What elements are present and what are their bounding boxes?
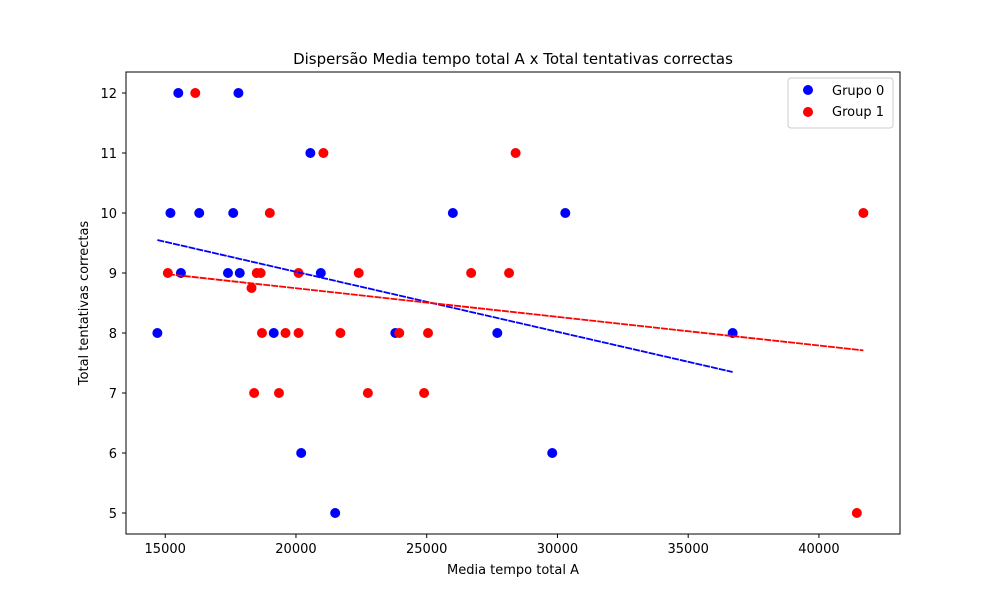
y-tick-label: 6 bbox=[109, 447, 117, 462]
x-tick-label: 25000 bbox=[406, 542, 447, 557]
point-series-0-17 bbox=[547, 448, 558, 458]
point-series-0-6 bbox=[228, 208, 239, 218]
point-series-1-5 bbox=[255, 268, 266, 278]
y-tick-label: 8 bbox=[109, 327, 117, 342]
point-series-0-5 bbox=[222, 268, 233, 278]
point-series-1-0 bbox=[162, 268, 173, 278]
point-series-1-14 bbox=[353, 268, 364, 278]
y-tick-label: 9 bbox=[109, 267, 117, 282]
x-axis: 15000 20000 25000 30000 35000 40000 bbox=[145, 534, 840, 557]
point-series-0-16 bbox=[492, 328, 503, 338]
y-tick-label: 11 bbox=[100, 147, 117, 162]
point-series-1-23 bbox=[858, 208, 869, 218]
point-series-0-1 bbox=[165, 208, 176, 218]
point-series-0-12 bbox=[315, 268, 326, 278]
y-axis: 5 6 7 8 9 10 11 12 bbox=[100, 87, 126, 522]
point-series-0-4 bbox=[194, 208, 205, 218]
point-series-0-7 bbox=[233, 88, 244, 98]
legend-box bbox=[787, 77, 894, 129]
x-tick-label: 35000 bbox=[668, 542, 709, 557]
y-axis-label: Total tentativas correctas bbox=[77, 221, 92, 387]
trend-line-series-0 bbox=[157, 239, 733, 373]
point-series-1-3 bbox=[249, 388, 260, 398]
point-series-0-0 bbox=[152, 328, 163, 338]
point-series-1-15 bbox=[362, 388, 373, 398]
point-series-1-9 bbox=[280, 328, 291, 338]
legend-marker-group-1 bbox=[803, 107, 813, 117]
point-series-1-20 bbox=[504, 268, 515, 278]
chart-title: Dispersão Media tempo total A x Total te… bbox=[293, 50, 733, 68]
point-series-0-13 bbox=[330, 508, 341, 518]
legend-marker-grupo-0 bbox=[803, 85, 813, 95]
point-series-1-21 bbox=[510, 148, 521, 158]
legend: Grupo 0 Group 1 bbox=[787, 77, 894, 129]
x-tick-label: 40000 bbox=[798, 542, 839, 557]
point-series-0-9 bbox=[268, 328, 279, 338]
y-tick-label: 7 bbox=[109, 387, 117, 402]
point-series-0-11 bbox=[305, 148, 316, 158]
point-series-0-2 bbox=[173, 88, 184, 98]
point-series-1-18 bbox=[423, 328, 434, 338]
point-series-1-6 bbox=[256, 328, 267, 338]
point-series-1-16 bbox=[394, 328, 405, 338]
point-series-1-13 bbox=[335, 328, 346, 338]
point-series-1-11 bbox=[293, 328, 304, 338]
point-series-1-22 bbox=[851, 508, 862, 518]
y-tick-label: 10 bbox=[100, 207, 117, 222]
point-series-1-2 bbox=[246, 283, 257, 293]
x-axis-label: Media tempo total A bbox=[447, 563, 579, 578]
plot-frame bbox=[125, 71, 901, 535]
plot-content bbox=[152, 88, 869, 518]
point-series-0-18 bbox=[560, 208, 571, 218]
point-series-1-12 bbox=[318, 148, 329, 158]
point-series-1-1 bbox=[190, 88, 201, 98]
point-series-1-17 bbox=[419, 388, 430, 398]
x-tick-label: 30000 bbox=[537, 542, 578, 557]
point-series-1-19 bbox=[466, 268, 477, 278]
point-series-1-8 bbox=[273, 388, 284, 398]
y-tick-label: 5 bbox=[109, 507, 117, 522]
trend-line-series-1 bbox=[167, 273, 864, 352]
x-tick-label: 20000 bbox=[275, 542, 316, 557]
legend-label-grupo-0: Grupo 0 bbox=[832, 84, 884, 99]
point-series-1-7 bbox=[264, 208, 275, 218]
y-tick-label: 12 bbox=[100, 87, 117, 102]
point-series-0-8 bbox=[234, 268, 245, 278]
legend-label-group-1: Group 1 bbox=[832, 105, 884, 120]
point-series-0-10 bbox=[296, 448, 307, 458]
point-series-0-15 bbox=[447, 208, 458, 218]
x-tick-label: 15000 bbox=[145, 542, 186, 557]
